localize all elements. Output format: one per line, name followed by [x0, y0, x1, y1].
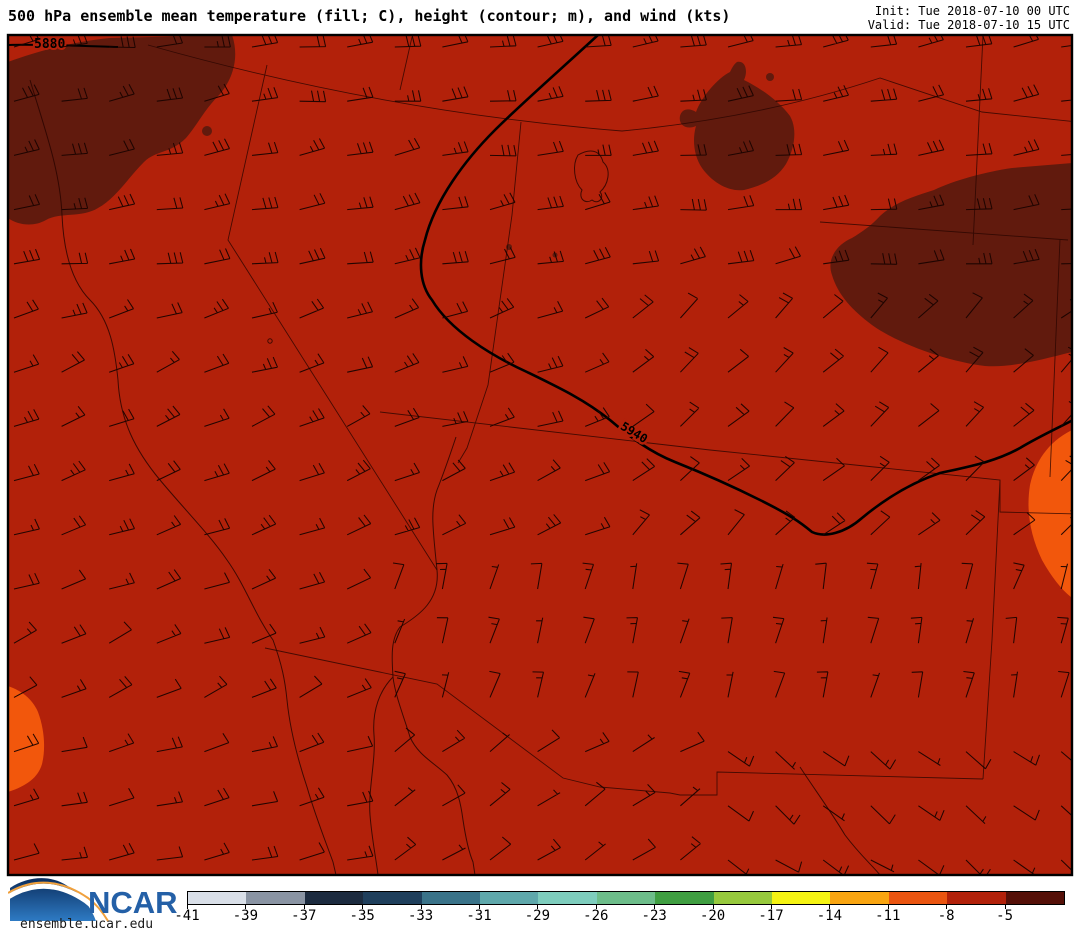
- colorbar-tick: [1004, 904, 1006, 909]
- colorbar-tick: [829, 904, 831, 909]
- colorbar-tick: [420, 904, 422, 909]
- colorbar-swatch: [830, 892, 889, 904]
- site-url: ensemble.ucar.edu: [20, 917, 154, 932]
- colorbar-ticks: [187, 904, 1064, 909]
- colorbar-tick-label: -11: [875, 908, 901, 924]
- colorbar-swatch: [772, 892, 831, 904]
- ncar-logo-orange-arc: [8, 881, 109, 922]
- colorbar-tick: [537, 904, 539, 909]
- colorbar-tick-label: -41: [174, 908, 200, 924]
- map-frame: [6, 33, 1074, 877]
- colorbar-swatch: [538, 892, 597, 904]
- colorbar-tick-label: -26: [583, 908, 609, 924]
- colorbar-tick-label: -8: [937, 908, 955, 924]
- page-title: 500 hPa ensemble mean temperature (fill;…: [8, 7, 731, 25]
- colorbar-swatch: [947, 892, 1006, 904]
- colorbar-swatch: [888, 892, 948, 904]
- colorbar-swatch: [246, 892, 305, 904]
- height-contour-5880: [9, 43, 119, 48]
- colorbar-tick-label: -17: [758, 908, 784, 924]
- colorbar-swatch: [655, 892, 714, 904]
- colorbar-tick: [187, 904, 188, 909]
- colorbar-tick: [654, 904, 656, 909]
- colorbar-tick-label: -5: [996, 908, 1014, 924]
- colorbar-tick-label: -23: [641, 908, 667, 924]
- colorbar-tick-label: -33: [407, 908, 434, 924]
- colorbar-tick-label: -29: [524, 908, 551, 924]
- colorbar-swatch: [363, 892, 422, 904]
- colorbar-tick: [245, 904, 247, 909]
- init-time: Init: Tue 2018-07-10 00 UTC: [874, 4, 1070, 18]
- colorbar-swatch: [713, 892, 773, 904]
- colorbar-tick-label: -14: [816, 908, 843, 924]
- state-borders: [147, 36, 1071, 796]
- ncar-logo-white-arc: [8, 883, 108, 923]
- colorbar-tick-label: -20: [699, 908, 726, 924]
- contour-label-5880: 5880: [34, 37, 65, 52]
- colorbar-tick-label: -31: [466, 908, 492, 924]
- height-contour-5940: [419, 36, 1071, 536]
- colorbar-tick: [887, 904, 889, 909]
- colorbar-swatch: [480, 892, 539, 904]
- colorbar-tick: [946, 904, 948, 909]
- coastline-and-rivers: [29, 79, 880, 874]
- timestamp-block: Init: Tue 2018-07-10 00 UTC Valid: Tue 2…: [868, 4, 1070, 32]
- temperature-fill-base: [8, 35, 1072, 875]
- valid-time: Valid: Tue 2018-07-10 15 UTC: [867, 18, 1070, 32]
- colorbar-labels: -41 -39 -37 -35 -33 -31 -29 -26 -23 -20 -17 -14 -11 -…: [174, 908, 1080, 926]
- ncar-logo-text: NCAR: [88, 885, 178, 920]
- temperature-fill-warm-blobs: [9, 36, 1071, 367]
- colorbar: [187, 891, 1065, 905]
- colorbar-tick: [362, 904, 364, 909]
- colorbar-swatch: [421, 892, 481, 904]
- colorbar-tick: [771, 904, 772, 909]
- colorbar-tick-label: -37: [291, 908, 317, 924]
- temperature-fill-cool-patches: [9, 430, 1071, 792]
- colorbar-swatch: [304, 892, 364, 904]
- wind-barb-glyphs: [13, 36, 1071, 874]
- ncar-logo: NCAR: [8, 878, 178, 923]
- colorbar-tick-label: -35: [349, 908, 375, 924]
- colorbar-tick: [712, 904, 714, 909]
- wind-barbs: [13, 36, 1071, 874]
- colorbar-swatch: [596, 892, 656, 904]
- colorbar-swatch: [188, 892, 247, 904]
- colorbar-swatch: [1005, 892, 1065, 904]
- colorbar-tick: [303, 904, 305, 909]
- colorbar-tick: [479, 904, 480, 909]
- colorbar-tick-label: -39: [232, 908, 259, 924]
- colorbar-tick: [595, 904, 597, 909]
